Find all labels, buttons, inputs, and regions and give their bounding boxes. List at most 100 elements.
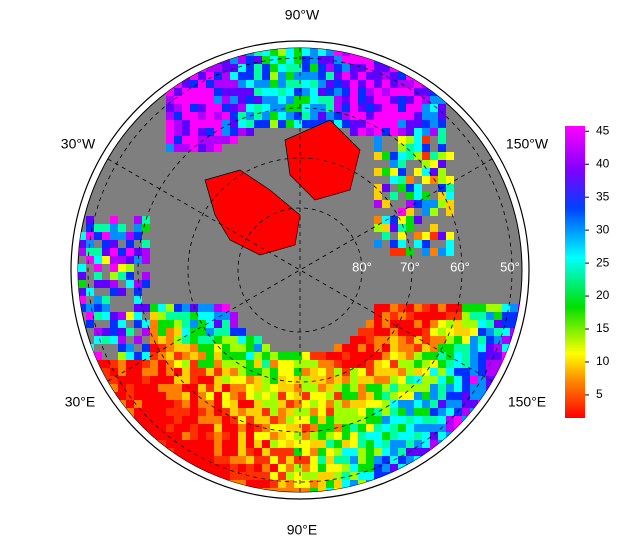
tile — [190, 320, 198, 328]
land-red — [284, 119, 361, 201]
tile — [214, 312, 222, 320]
tile — [382, 488, 390, 492]
tile — [222, 96, 230, 104]
tile — [382, 48, 390, 56]
tile — [302, 88, 310, 96]
tile — [182, 112, 190, 120]
tile — [126, 280, 134, 288]
tile — [126, 240, 134, 248]
tile — [438, 320, 446, 328]
tile — [126, 464, 134, 472]
tile — [326, 72, 334, 80]
tile — [382, 416, 390, 424]
tile — [222, 408, 230, 416]
longitude-label: 30°W — [61, 136, 96, 152]
tile — [510, 384, 518, 392]
tile — [478, 312, 486, 320]
tile — [294, 96, 302, 104]
tile — [398, 384, 406, 392]
tile — [110, 288, 118, 296]
tile — [470, 384, 478, 392]
tile — [366, 456, 374, 464]
tile — [206, 112, 214, 120]
tile — [494, 424, 502, 432]
tile — [158, 464, 166, 472]
tile — [166, 392, 174, 400]
tile — [326, 376, 334, 384]
tile — [342, 456, 350, 464]
tile — [150, 336, 158, 344]
tile — [518, 440, 522, 448]
tile — [270, 376, 278, 384]
tile — [358, 88, 366, 96]
tile — [486, 328, 494, 336]
tile — [294, 80, 302, 88]
tile — [390, 360, 398, 368]
tile — [182, 488, 190, 492]
tile — [142, 448, 150, 456]
tile — [310, 416, 318, 424]
tile — [294, 120, 302, 128]
tile — [398, 208, 406, 216]
tile — [430, 120, 438, 128]
tile — [470, 472, 478, 480]
tile — [342, 64, 350, 72]
tile — [382, 464, 390, 472]
tile — [166, 368, 174, 376]
tile — [190, 80, 198, 88]
tile — [374, 120, 382, 128]
tile — [414, 152, 422, 160]
tile — [198, 408, 206, 416]
tile — [102, 368, 110, 376]
tile — [174, 408, 182, 416]
tile — [502, 456, 510, 464]
tile — [318, 72, 326, 80]
tile — [158, 432, 166, 440]
tile — [150, 360, 158, 368]
tile — [358, 128, 366, 136]
tile — [390, 96, 398, 104]
tile — [158, 336, 166, 344]
tile — [230, 464, 238, 472]
tile — [430, 440, 438, 448]
tile — [78, 432, 86, 440]
tile — [430, 400, 438, 408]
tile — [326, 352, 334, 360]
tile — [190, 312, 198, 320]
tile — [142, 472, 150, 480]
tile — [438, 248, 446, 256]
tile — [110, 232, 118, 240]
tile — [422, 464, 430, 472]
tile — [358, 384, 366, 392]
tile — [366, 336, 374, 344]
tile — [222, 336, 230, 344]
tile — [406, 384, 414, 392]
tile — [438, 120, 446, 128]
tile — [462, 488, 470, 492]
tile — [430, 248, 438, 256]
tile — [398, 416, 406, 424]
tile — [414, 480, 422, 488]
tile — [374, 128, 382, 136]
tile — [238, 336, 246, 344]
tile — [502, 448, 510, 456]
tile — [470, 464, 478, 472]
tile — [326, 392, 334, 400]
tile — [302, 440, 310, 448]
tile — [510, 304, 518, 312]
tile — [286, 360, 294, 368]
colorbar-tick-label: 20 — [596, 288, 610, 302]
tile — [454, 320, 462, 328]
tile — [262, 408, 270, 416]
tile — [214, 488, 222, 492]
tile — [214, 376, 222, 384]
tile — [214, 352, 222, 360]
tile — [454, 360, 462, 368]
tile — [110, 480, 118, 488]
tile — [134, 448, 142, 456]
tile — [246, 64, 254, 72]
tile — [278, 80, 286, 88]
tile — [518, 344, 522, 352]
tile — [270, 392, 278, 400]
tile — [422, 488, 430, 492]
